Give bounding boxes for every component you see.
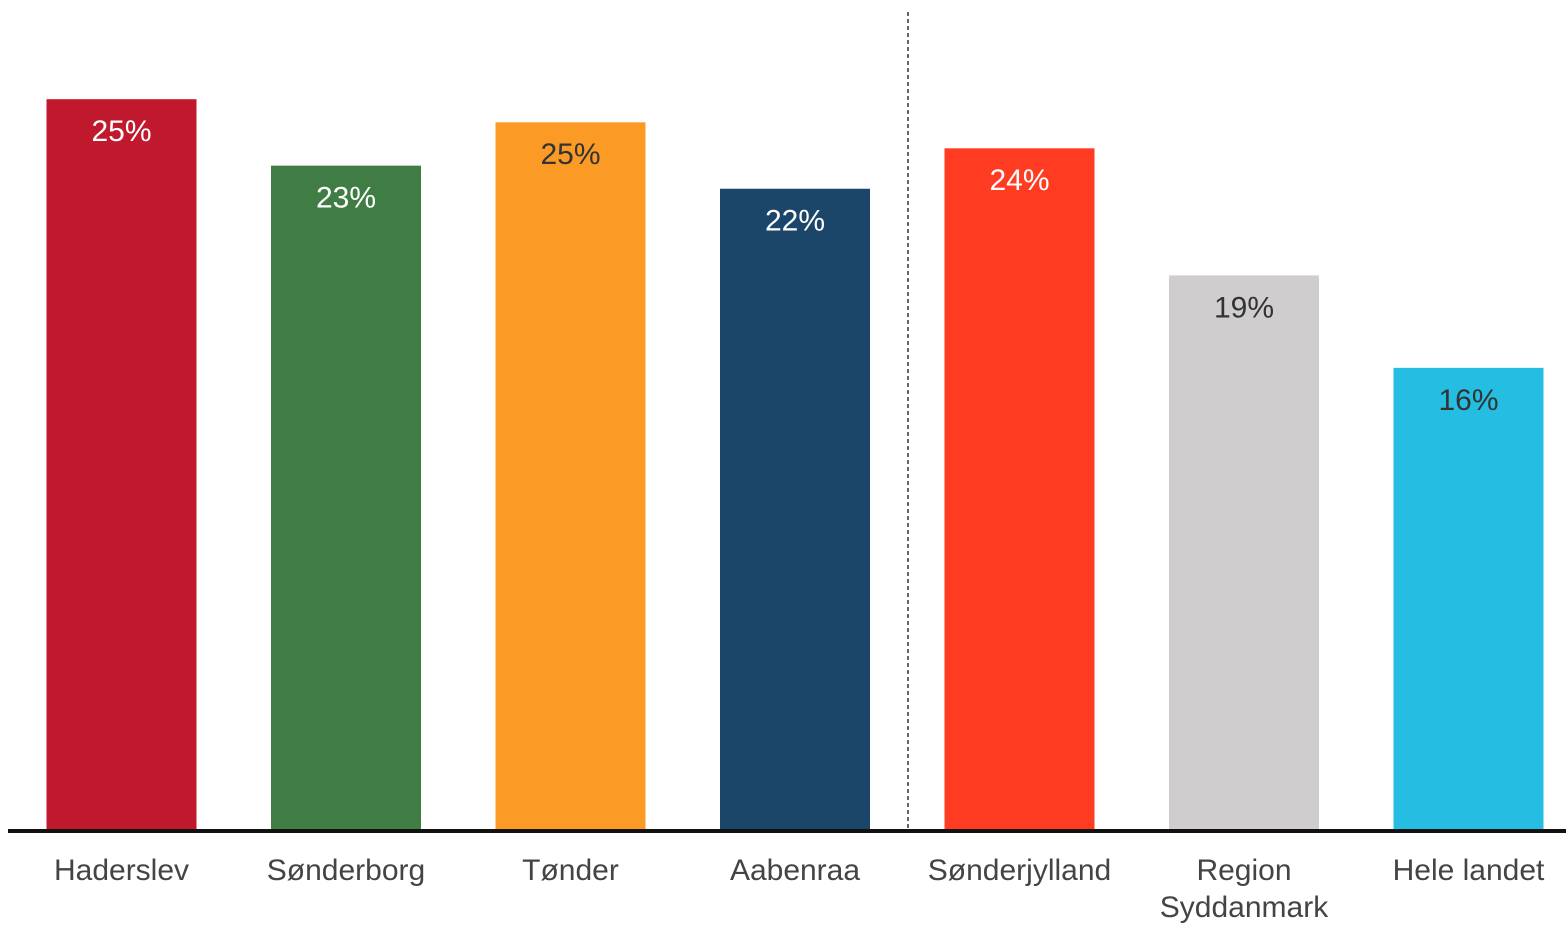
value-label: 16%: [1438, 384, 1498, 417]
bar: [720, 188, 870, 830]
value-label: 22%: [765, 205, 825, 238]
bar: [1169, 275, 1319, 830]
x-tick-label: Hele landet: [1392, 854, 1545, 887]
x-tick-label: Aabenraa: [729, 854, 861, 887]
value-label: 23%: [316, 182, 376, 215]
x-tick-label: Region Syddanmark: [1159, 854, 1329, 924]
bar: [271, 165, 421, 830]
x-tick-label: Tønder: [522, 854, 619, 887]
value-label: 24%: [989, 164, 1049, 197]
bar: [944, 148, 1095, 830]
bar: [46, 99, 197, 831]
bar: [495, 122, 646, 830]
bar: [1393, 367, 1544, 830]
x-tick-label: Sønderjylland: [927, 854, 1112, 887]
x-tick-label: Haderslev: [53, 854, 190, 887]
value-label: 25%: [91, 115, 151, 148]
value-label: 19%: [1214, 291, 1274, 324]
value-label: 25%: [540, 138, 600, 171]
x-tick-label: Sønderborg: [266, 854, 426, 887]
